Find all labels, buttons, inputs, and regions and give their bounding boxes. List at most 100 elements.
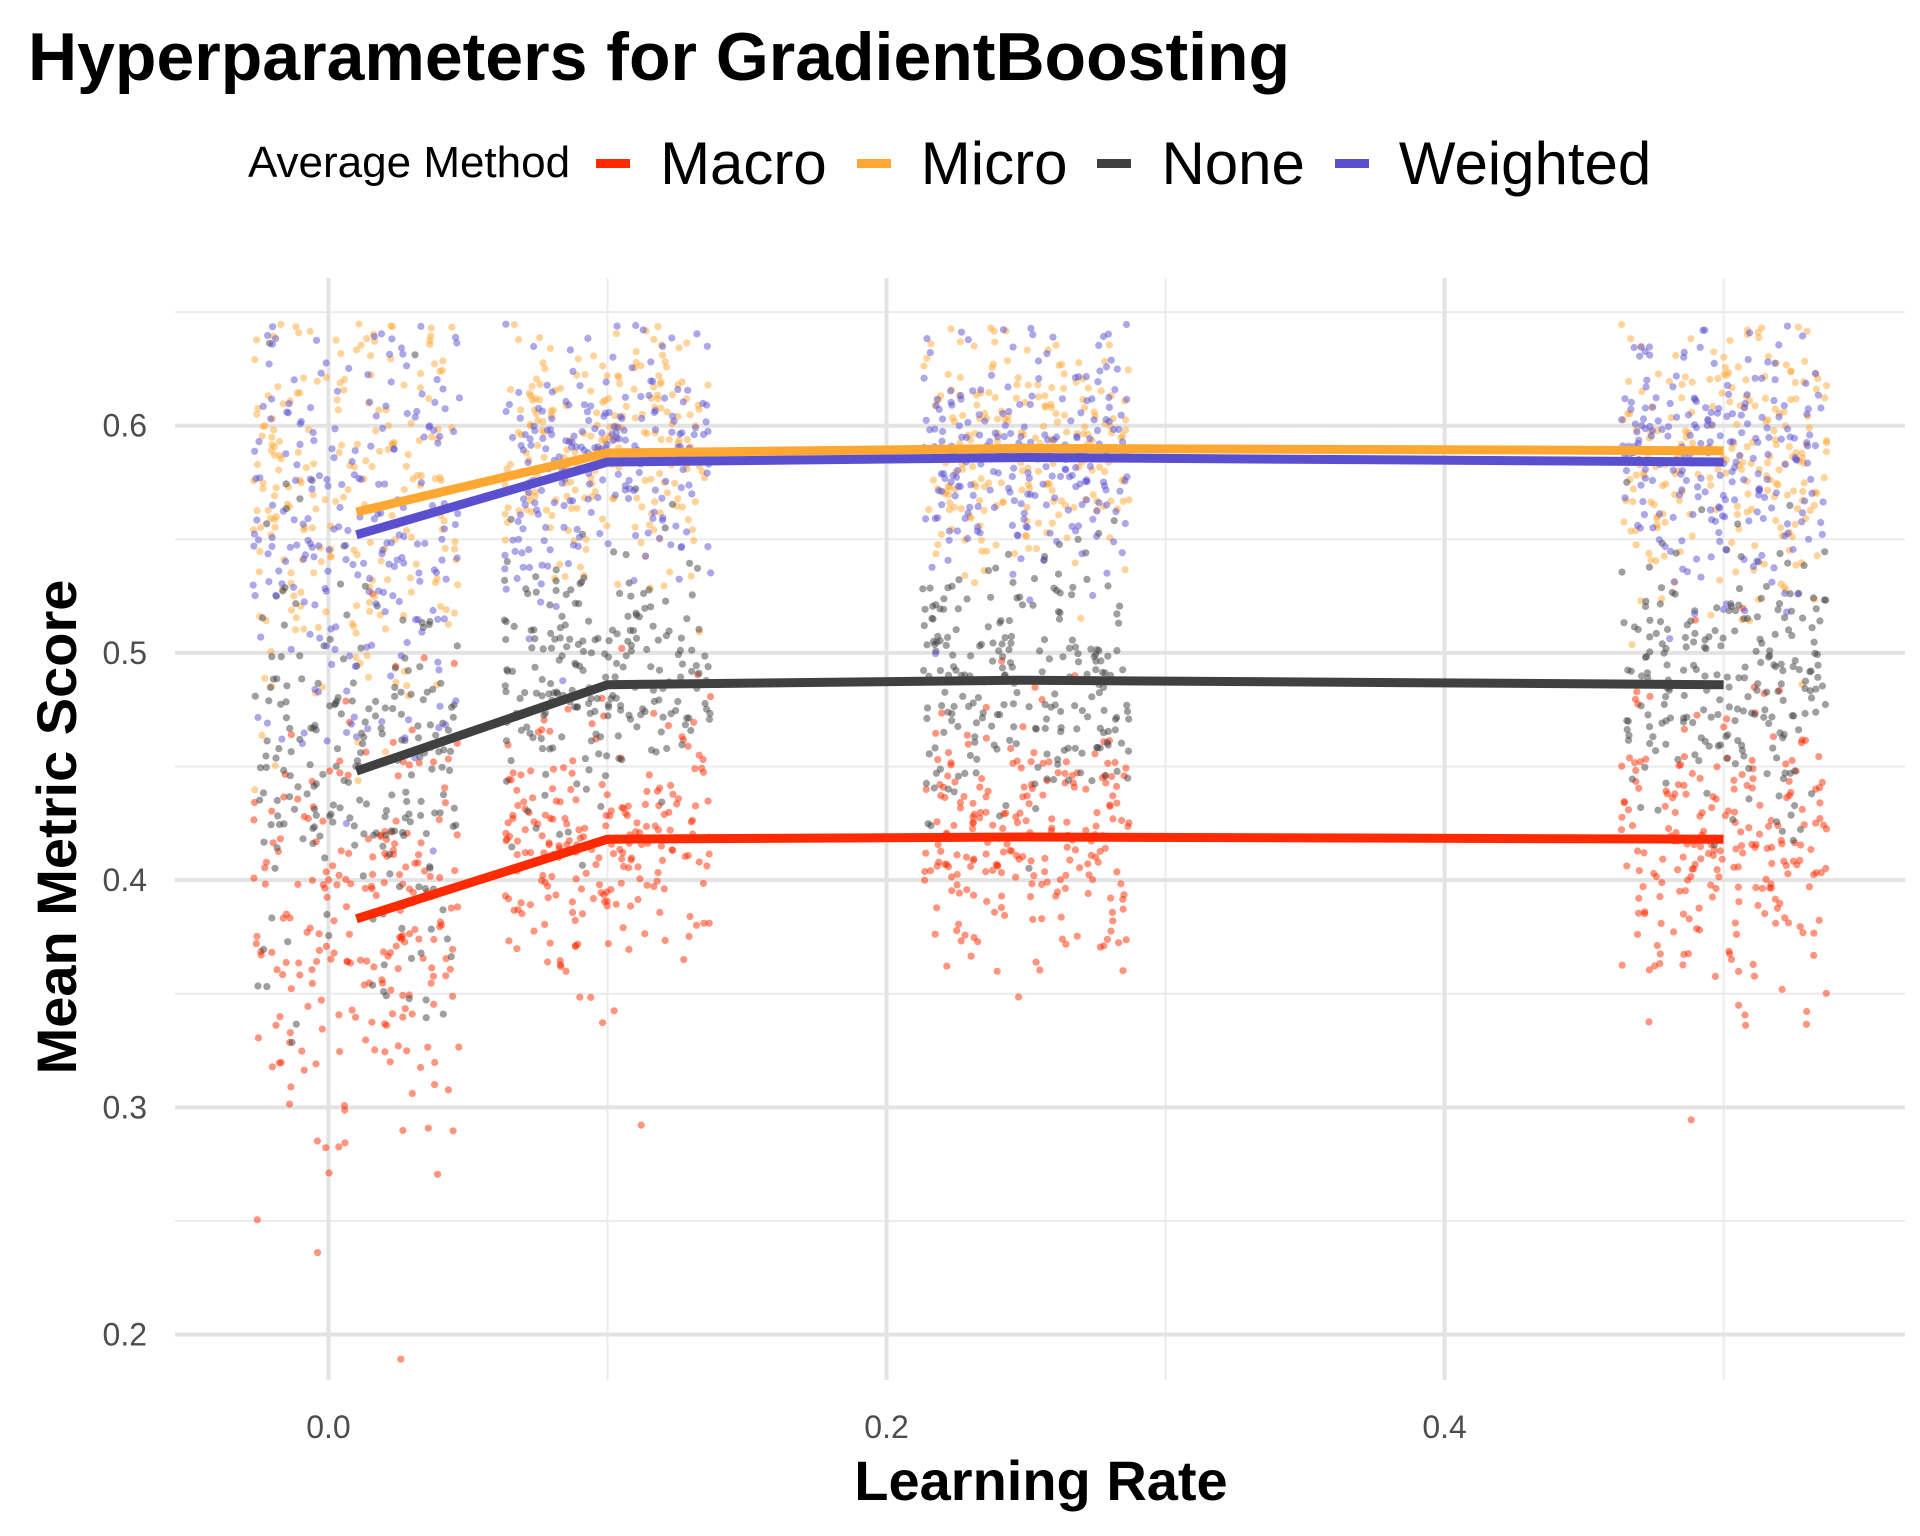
point-macro xyxy=(336,757,344,765)
point-none xyxy=(1725,703,1733,711)
point-macro xyxy=(953,927,961,935)
point-weighted xyxy=(999,410,1007,418)
point-micro xyxy=(363,652,371,660)
point-micro xyxy=(504,504,512,512)
point-none xyxy=(706,709,714,718)
point-macro xyxy=(1750,972,1758,980)
point-macro xyxy=(1745,824,1753,832)
point-none xyxy=(1808,790,1816,798)
point-macro xyxy=(1710,846,1718,854)
point-none xyxy=(977,640,986,648)
point-weighted xyxy=(548,415,556,423)
point-none xyxy=(556,624,565,632)
point-micro xyxy=(688,526,697,534)
point-weighted xyxy=(516,511,525,519)
point-none xyxy=(1714,711,1722,719)
point-macro xyxy=(953,870,961,879)
point-macro xyxy=(998,892,1006,900)
point-none xyxy=(705,715,714,723)
point-none xyxy=(688,667,696,675)
point-micro xyxy=(1723,371,1731,379)
point-macro xyxy=(268,948,276,957)
point-none xyxy=(417,811,425,820)
point-none xyxy=(438,763,446,771)
point-none xyxy=(678,660,687,668)
point-weighted xyxy=(1024,469,1032,477)
point-macro xyxy=(1635,784,1643,792)
point-weighted xyxy=(519,563,527,571)
point-weighted xyxy=(290,516,298,524)
point-none xyxy=(1032,805,1040,813)
point-weighted xyxy=(428,502,437,510)
point-weighted xyxy=(268,542,276,551)
point-none xyxy=(1124,747,1133,755)
point-none xyxy=(995,647,1003,655)
point-micro xyxy=(1772,480,1781,488)
point-micro xyxy=(1742,376,1750,384)
point-none xyxy=(984,567,993,575)
point-weighted xyxy=(1103,569,1111,577)
point-micro xyxy=(1055,511,1063,519)
point-macro xyxy=(262,858,270,866)
point-micro xyxy=(1681,373,1689,381)
point-none xyxy=(547,629,555,638)
point-weighted xyxy=(635,468,643,477)
point-micro xyxy=(309,491,317,499)
point-none xyxy=(657,728,665,736)
point-macro xyxy=(379,948,388,956)
point-weighted xyxy=(387,378,395,386)
point-macro xyxy=(1053,888,1062,896)
point-none xyxy=(1662,779,1670,787)
point-weighted xyxy=(1689,510,1697,519)
point-macro xyxy=(582,869,590,877)
point-weighted xyxy=(377,330,386,338)
point-macro xyxy=(564,705,572,713)
point-micro xyxy=(959,411,967,420)
point-weighted xyxy=(1722,546,1730,554)
point-weighted xyxy=(1737,411,1745,419)
point-none xyxy=(971,738,979,746)
point-none xyxy=(1723,754,1731,762)
point-micro xyxy=(277,320,285,328)
point-weighted xyxy=(1694,493,1702,501)
point-micro xyxy=(1806,506,1814,514)
point-micro xyxy=(517,406,525,414)
point-micro xyxy=(1764,486,1772,494)
point-weighted xyxy=(693,330,701,338)
point-none xyxy=(1045,655,1053,663)
point-macro xyxy=(1802,1020,1811,1028)
point-none xyxy=(1662,693,1670,701)
point-macro xyxy=(322,942,330,951)
point-none xyxy=(688,591,696,599)
point-micro xyxy=(527,392,535,400)
point-macro xyxy=(948,873,956,881)
point-macro xyxy=(300,1066,308,1074)
point-weighted xyxy=(1783,608,1791,616)
point-none xyxy=(955,576,963,584)
point-none xyxy=(922,779,931,788)
point-macro xyxy=(335,1011,343,1019)
point-none xyxy=(271,864,279,872)
point-macro xyxy=(1096,943,1104,951)
point-none xyxy=(1700,706,1708,714)
point-micro xyxy=(270,451,279,459)
point-weighted xyxy=(1706,438,1714,446)
point-weighted xyxy=(1721,496,1729,504)
point-weighted xyxy=(400,559,408,567)
point-micro xyxy=(308,524,316,532)
point-macro xyxy=(1027,857,1035,865)
point-weighted xyxy=(679,466,687,474)
point-weighted xyxy=(1110,425,1118,433)
point-none xyxy=(1116,602,1124,610)
point-none xyxy=(449,713,457,721)
point-weighted xyxy=(621,393,630,401)
point-macro xyxy=(999,848,1008,856)
point-none xyxy=(431,809,439,817)
point-weighted xyxy=(1723,412,1731,420)
point-micro xyxy=(400,485,408,494)
point-weighted xyxy=(967,481,975,489)
point-micro xyxy=(631,414,639,422)
point-micro xyxy=(665,436,673,444)
point-weighted xyxy=(611,491,619,499)
point-macro xyxy=(250,874,258,882)
